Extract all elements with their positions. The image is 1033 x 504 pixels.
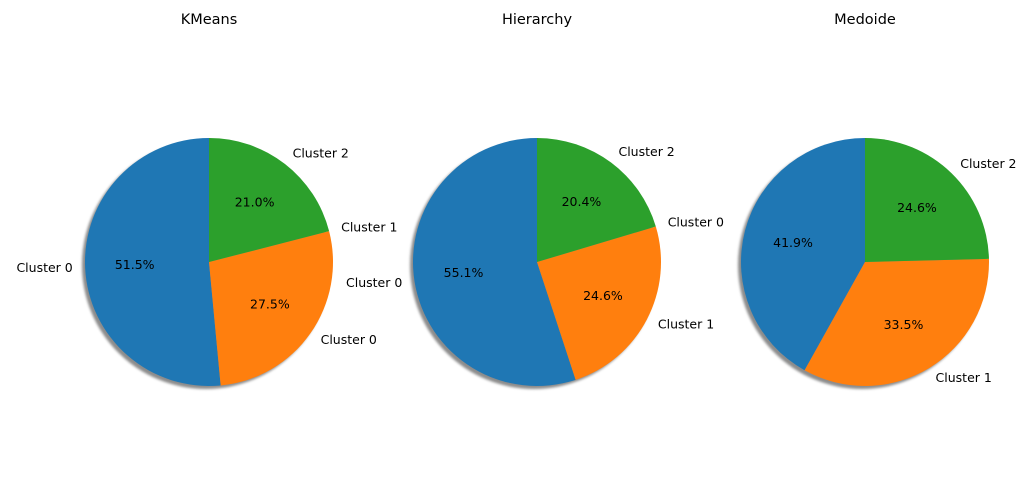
- slice-label: Cluster 0: [346, 275, 402, 290]
- pie-slice: [537, 138, 656, 262]
- pie-slice: [209, 231, 333, 386]
- pie-chart-hierarchy: Hierarchy Cluster 0 55.1% Cluster 1 24.6% Cl…: [346, 12, 724, 389]
- chart-title: Medoide: [834, 12, 896, 28]
- chart-title: KMeans: [181, 12, 238, 28]
- slice-label: Cluster 2: [293, 146, 349, 161]
- pie-slice: [741, 138, 865, 371]
- percent-label: 24.6%: [897, 200, 937, 215]
- slice-label: Cluster 1: [936, 370, 992, 385]
- pie-slice: [412, 138, 576, 386]
- percent-label: 41.9%: [773, 235, 813, 250]
- slice-label: Cluster 0: [16, 260, 72, 275]
- percent-label: 20.4%: [562, 194, 602, 209]
- slice-label: Cluster 0: [321, 332, 377, 347]
- pie-slice: [804, 258, 989, 386]
- slice-label: Cluster 2: [618, 144, 674, 159]
- pie-chart-kmeans: KMeans Cluster 0 51.5% Cluster 0 27.5% Clust…: [16, 12, 397, 389]
- chart-title: Hierarchy: [502, 12, 573, 28]
- pie-chart-medoide: Medoide 41.9% Cluster 1 33.5% Cluster 2 24.6…: [738, 12, 1017, 389]
- percent-label: 24.6%: [583, 288, 623, 303]
- slice-label: Cluster 1: [658, 317, 714, 332]
- slice-label: Cluster 2: [960, 156, 1016, 171]
- pie-slice: [537, 226, 661, 380]
- pie-slice: [209, 138, 330, 262]
- pie-slice: [865, 138, 989, 262]
- percent-label: 51.5%: [115, 257, 155, 272]
- percent-label: 55.1%: [444, 265, 484, 280]
- percent-label: 33.5%: [884, 317, 924, 332]
- percent-label: 21.0%: [235, 195, 275, 210]
- slice-label: Cluster 1: [341, 220, 397, 235]
- slice-label: Cluster 0: [668, 214, 724, 229]
- percent-label: 27.5%: [250, 296, 290, 311]
- pie-slice: [84, 138, 221, 387]
